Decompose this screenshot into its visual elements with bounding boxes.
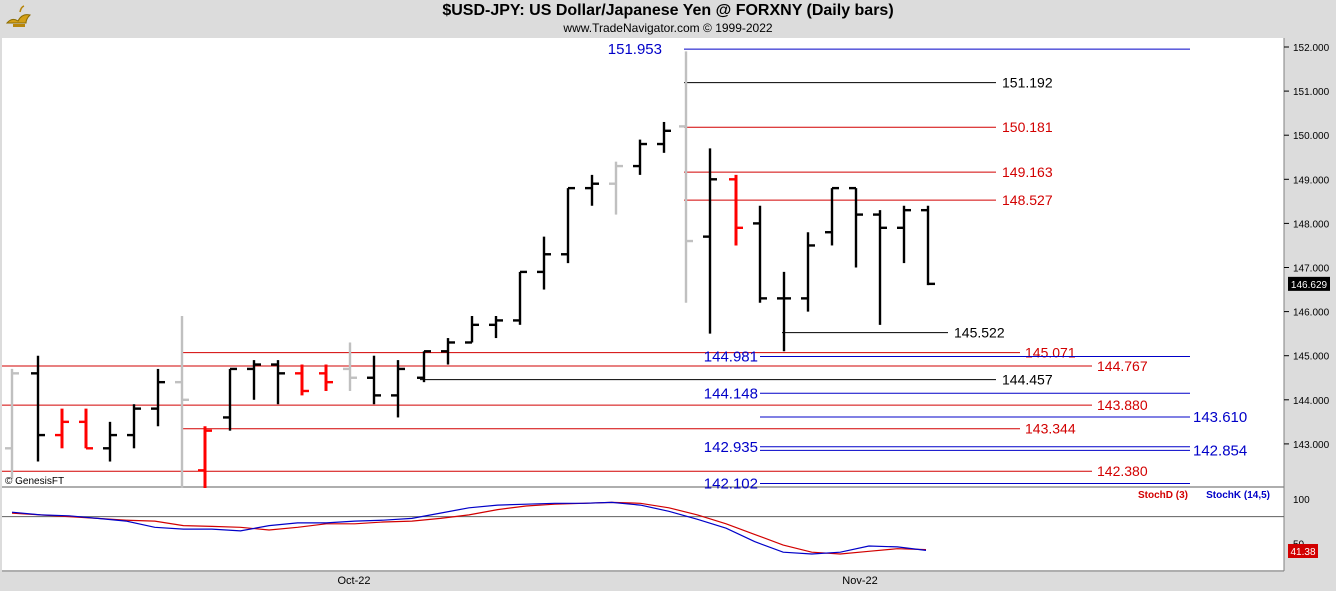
ohlc-bar (343, 342, 357, 391)
y-tick-label: 143.000 (1293, 440, 1330, 451)
ohlc-bar (873, 210, 887, 325)
ohlc-bar (31, 355, 45, 462)
ohlc-bar (897, 205, 911, 264)
y-tick-label: 151.000 (1293, 87, 1330, 98)
y-tick-label: 147.000 (1293, 264, 1330, 275)
level-label: 151.953 (608, 41, 662, 58)
ohlc-bar (537, 236, 551, 290)
chart-subtitle: www.TradeNavigator.com © 1999-2022 (563, 21, 773, 35)
level-label: 144.981 (704, 349, 758, 366)
stochd-line (11, 501, 927, 555)
y-tick-label: 145.000 (1293, 352, 1330, 363)
stochk-legend: StochK (14,5) (1206, 490, 1270, 501)
ohlc-bar (921, 205, 935, 286)
last-price-box (1288, 276, 1330, 291)
ohlc-bar (271, 360, 285, 405)
stoch-last-value-label: 41.38 (1290, 547, 1315, 558)
genie-lamp-logo-icon (5, 5, 31, 27)
level-label: 142.380 (1097, 463, 1148, 479)
ohlc-bar (777, 271, 791, 352)
ohlc-bar (103, 421, 117, 462)
ohlc-bar (175, 316, 189, 488)
y-tick-label: 149.000 (1293, 175, 1330, 186)
stoch-last-value-box (1288, 543, 1318, 558)
ohlc-bar (79, 408, 93, 450)
ohlc-bar (561, 186, 575, 264)
price-panel (2, 38, 1284, 486)
ohlc-bar (849, 186, 863, 268)
chart-title: $USD-JPY: US Dollar/Japanese Yen @ FORXN… (442, 2, 894, 19)
y-tick-label: 144.000 (1293, 396, 1330, 407)
ohlc-bar (703, 148, 717, 334)
level-label: 144.767 (1097, 358, 1148, 374)
level-label: 143.880 (1097, 397, 1148, 413)
level-label: 142.102 (704, 476, 758, 493)
ohlc-bar (247, 360, 261, 400)
ohlc-bar (729, 174, 743, 246)
ohlc-bar (223, 367, 237, 431)
stochk-line (11, 501, 927, 555)
y-tick-label: 146.000 (1293, 308, 1330, 319)
ohlc-bar (319, 364, 333, 391)
ohlc-bar (5, 368, 19, 480)
x-tick-oct: Oct-22 (337, 575, 370, 587)
stochd-legend: StochD (3) (1138, 490, 1188, 501)
ohlc-bar (657, 121, 671, 153)
genesis-watermark: © GenesisFT (5, 476, 64, 487)
level-label: 145.522 (954, 325, 1005, 341)
level-label: 144.457 (1002, 372, 1053, 388)
ohlc-bar (489, 316, 503, 339)
ohlc-bar (441, 338, 455, 365)
ohlc-bar (55, 408, 69, 449)
last-price-label: 146.629 (1291, 280, 1328, 291)
ohlc-bar (825, 186, 839, 246)
ohlc-bar (295, 364, 309, 396)
level-label: 142.935 (704, 439, 758, 456)
level-label: 150.181 (1002, 119, 1053, 135)
ohlc-bar (679, 51, 693, 303)
level-label: 143.610 (1193, 409, 1247, 426)
ohlc-bar (465, 316, 479, 344)
level-label: 151.192 (1002, 75, 1053, 91)
y-tick-label: 150.000 (1293, 131, 1330, 142)
ohlc-bar (609, 161, 623, 215)
stoch-y-tick: 100 (1293, 495, 1310, 506)
y-tick-label: 148.000 (1293, 219, 1330, 230)
level-label: 145.071 (1025, 345, 1076, 361)
y-tick-label: 152.000 (1293, 43, 1330, 54)
ohlc-bar (151, 368, 165, 427)
level-label: 149.163 (1002, 164, 1053, 180)
ohlc-bar (585, 174, 599, 206)
level-label: 148.527 (1002, 192, 1053, 208)
ohlc-bar (127, 404, 141, 449)
ohlc-bar (417, 350, 431, 383)
ohlc-bar (801, 232, 815, 312)
ohlc-bar (633, 139, 647, 175)
x-tick-nov: Nov-22 (842, 575, 877, 587)
ohlc-bar (198, 426, 212, 488)
ohlc-bar (513, 270, 527, 325)
level-label: 143.344 (1025, 421, 1076, 437)
ohlc-bar (753, 205, 767, 303)
level-label: 144.148 (704, 385, 758, 402)
ohlc-bar (391, 360, 405, 418)
ohlc-bar (367, 355, 381, 405)
level-label: 142.854 (1193, 442, 1247, 459)
